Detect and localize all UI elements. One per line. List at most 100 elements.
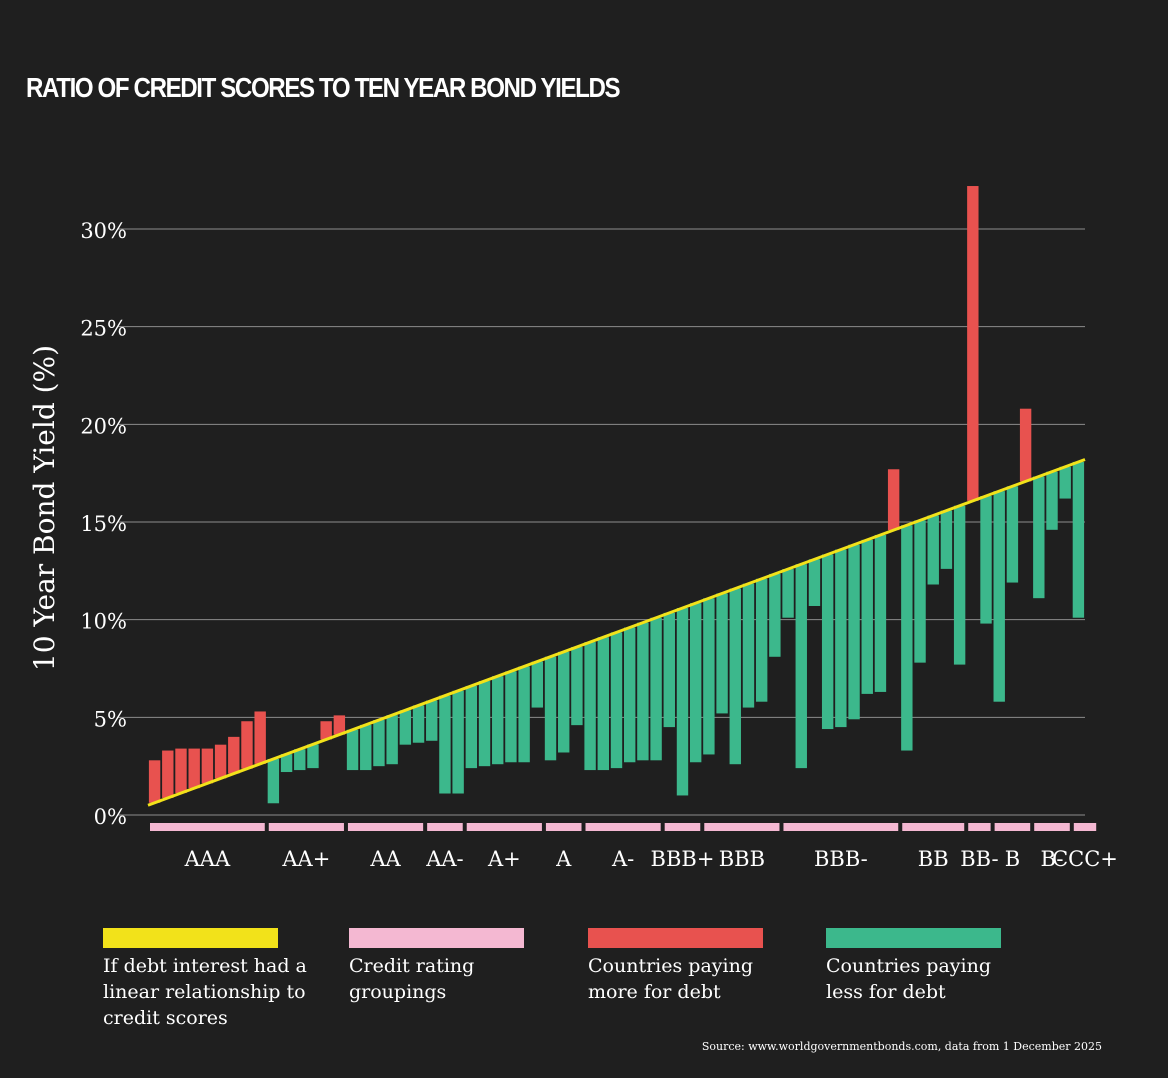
legend-linear-swatch	[103, 928, 278, 948]
bar-paying-more	[333, 715, 346, 735]
group-label: A	[555, 847, 572, 871]
bar-paying-less	[821, 554, 834, 730]
bar-paying-less	[703, 598, 715, 755]
y-axis-ticks: 0% 5% 10% 15% 20% 25% 30%	[80, 219, 127, 829]
rating-groups: AAA AA+ AA AA- A+ A A- BBB+ BBB BBB- BB BB- B B-CCC+	[150, 823, 1118, 871]
bar-paying-less	[492, 676, 504, 765]
legend-less-swatch	[826, 928, 1001, 948]
legend-linear-label: If debt interest had a linear relationsh…	[103, 955, 307, 1029]
bar-paying-less	[386, 715, 398, 765]
bar-paying-less	[307, 744, 319, 769]
group-band	[585, 823, 661, 831]
legend-more: Countries paying more for debt	[588, 928, 763, 1005]
bar-paying-less	[769, 573, 781, 657]
bars	[148, 186, 1085, 804]
group-label: BB-	[960, 847, 998, 871]
y-tick-label: 25%	[80, 317, 127, 341]
bar-paying-less	[280, 754, 293, 773]
bar-paying-more	[320, 721, 332, 740]
bar-paying-less	[808, 559, 821, 606]
bar-paying-less	[439, 695, 451, 794]
y-tick-label: 30%	[80, 219, 127, 243]
bar-paying-less	[452, 690, 464, 794]
legend-less-label: Countries paying less for debt	[826, 955, 991, 1003]
group-band	[150, 823, 265, 831]
bar-paying-less	[980, 496, 992, 624]
bar-paying-more	[254, 711, 266, 764]
group-label: A+	[487, 847, 521, 871]
bar-paying-less	[940, 510, 953, 569]
bar-paying-less	[1006, 486, 1019, 583]
bar-paying-more	[162, 750, 174, 798]
bar-paying-less	[689, 603, 702, 763]
group-band	[902, 823, 965, 831]
group-label: AAA	[184, 847, 231, 871]
legend-groupings: Credit rating groupings	[349, 928, 524, 1005]
group-band	[783, 823, 899, 831]
group-band	[347, 823, 424, 831]
bar-paying-less	[399, 710, 412, 745]
group-label: BBB-	[814, 847, 868, 871]
group-band	[704, 823, 780, 831]
group-band	[994, 823, 1031, 831]
group-band	[545, 823, 582, 831]
bar-paying-less	[558, 651, 570, 753]
bar-paying-less	[835, 549, 847, 728]
bar-paying-less	[465, 685, 478, 769]
group-band	[1073, 823, 1097, 831]
bar-paying-less	[782, 569, 794, 618]
bar-chart: 0%5%10%15%20%25%30% AAA AA+ AA AA- A+ A A- BBB+…	[28, 186, 1118, 871]
bar-paying-more	[148, 760, 161, 803]
bar-paying-less	[874, 534, 887, 692]
bar-paying-less	[478, 681, 491, 767]
y-tick-label: 15%	[80, 512, 127, 536]
bar-paying-more	[241, 721, 253, 769]
linear-line	[147, 458, 1086, 807]
bar-paying-more	[967, 186, 979, 501]
group-label: BBB+	[651, 847, 715, 871]
bar-paying-less	[426, 700, 438, 741]
bar-paying-less	[729, 588, 741, 765]
bar-paying-less	[373, 720, 385, 767]
bar-paying-more	[175, 748, 187, 794]
bar-paying-less	[505, 671, 517, 763]
bar-paying-less	[610, 632, 623, 769]
bar-paying-less	[1033, 476, 1045, 599]
bar-paying-less	[518, 666, 530, 763]
legend-less: Countries paying less for debt	[826, 928, 1001, 1005]
bar-paying-more	[1019, 408, 1032, 482]
bar-paying-less	[267, 758, 280, 804]
bar-paying-less	[901, 525, 913, 751]
bar-paying-less	[623, 627, 636, 763]
group-label: B	[1005, 847, 1020, 871]
bar-paying-more	[887, 469, 900, 531]
bar-paying-less	[584, 642, 596, 771]
bar-paying-less	[914, 520, 926, 663]
chart-title: RATIO OF CREDIT SCORES TO TEN YEAR BOND …	[26, 72, 621, 103]
linear-trend	[147, 458, 1086, 807]
bar-paying-less	[861, 539, 873, 694]
bar-paying-less	[294, 749, 306, 771]
bar-paying-more	[188, 748, 200, 789]
group-label: B-	[1041, 847, 1064, 871]
legend-linear: If debt interest had a linear relationsh…	[103, 928, 318, 1031]
group-band	[664, 823, 701, 831]
bar-paying-less	[848, 544, 860, 720]
bar-paying-less	[1059, 466, 1071, 499]
bar-paying-less	[650, 617, 662, 761]
bar-paying-less	[927, 515, 939, 585]
bar-paying-less	[1046, 471, 1058, 530]
bar-paying-more	[214, 744, 227, 779]
y-tick-label: 20%	[80, 414, 127, 438]
bar-paying-less	[544, 656, 557, 761]
bar-paying-less	[953, 505, 966, 665]
legend-groupings-swatch	[349, 928, 524, 948]
group-label: BB	[918, 847, 949, 871]
group-band	[968, 823, 991, 831]
group-band	[1034, 823, 1070, 831]
bar-paying-less	[412, 705, 425, 743]
y-tick-label: 5%	[94, 707, 127, 731]
bar-paying-less	[795, 564, 807, 769]
group-label: BBB	[719, 847, 765, 871]
bar-paying-less	[742, 583, 755, 708]
